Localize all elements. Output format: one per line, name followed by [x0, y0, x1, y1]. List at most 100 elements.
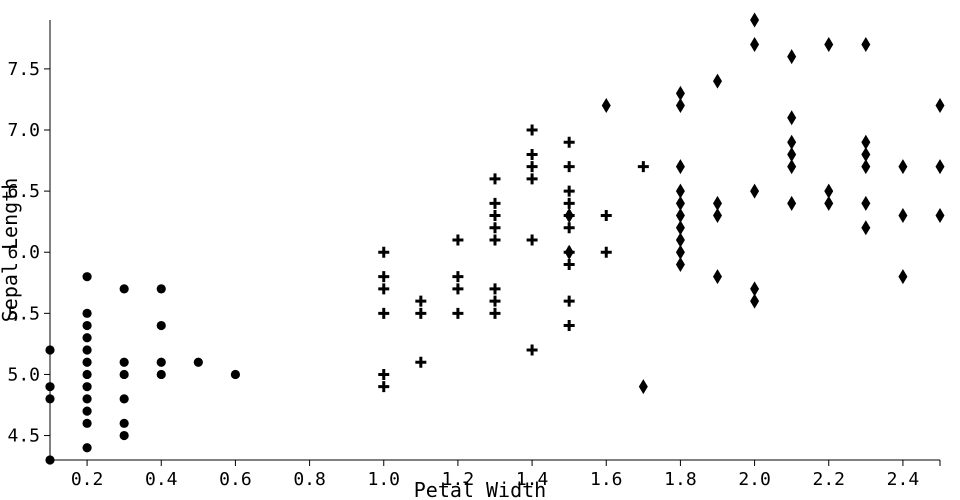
x-tick-label: 2.2	[812, 469, 845, 490]
circle-point	[119, 357, 129, 367]
diamond-point	[675, 195, 685, 211]
y-tick-label: 6.5	[7, 181, 40, 202]
plus-point	[637, 161, 649, 173]
y-tick-label: 5.5	[7, 303, 40, 324]
x-tick-label: 0.4	[145, 469, 178, 490]
circle-point	[119, 394, 129, 404]
diamond-point	[638, 379, 648, 395]
y-tick-label: 7.5	[7, 59, 40, 80]
diamond-point	[675, 208, 685, 224]
plus-point	[600, 246, 612, 258]
diamond-point	[861, 36, 871, 52]
circle-point	[119, 418, 129, 428]
plus-point	[489, 234, 501, 246]
plus-point	[526, 173, 538, 185]
circle-point	[156, 369, 166, 380]
circle-point	[82, 394, 92, 404]
plus-point	[563, 161, 575, 173]
circle-point	[156, 320, 166, 331]
plus-point	[415, 295, 427, 307]
plus-point	[563, 320, 575, 332]
diamond-point	[675, 232, 685, 248]
diamond-point	[750, 281, 760, 297]
diamond-point	[935, 98, 945, 114]
plus-point	[563, 258, 575, 270]
diamond-point	[787, 110, 797, 126]
diamond-point	[861, 134, 871, 150]
diamond-point	[898, 208, 908, 224]
plus-point	[526, 344, 538, 356]
circle-point	[82, 272, 92, 282]
diamond-point	[675, 159, 685, 175]
diamond-point	[713, 73, 722, 89]
y-tick-label: 4.5	[7, 426, 40, 447]
plus-point	[378, 307, 390, 319]
x-tick-label: 2.4	[887, 469, 920, 490]
diamond-point	[675, 256, 685, 272]
circle-point	[82, 308, 92, 318]
diamond-point	[861, 220, 871, 236]
x-tick-label: 1.2	[442, 469, 475, 490]
diamond-point	[787, 134, 797, 150]
circle-point	[82, 382, 92, 392]
x-tick-label: 0.6	[219, 469, 252, 490]
plus-point	[378, 283, 390, 295]
diamond-point	[824, 195, 834, 211]
plus-point	[452, 271, 464, 283]
circle-point	[82, 406, 92, 416]
plus-point	[526, 234, 538, 246]
circle-point	[82, 357, 92, 367]
circle-point	[45, 455, 55, 465]
plus-point	[378, 381, 390, 393]
diamond-point	[675, 183, 685, 199]
circle-point	[119, 284, 129, 294]
diamond-point	[861, 146, 871, 162]
plus-point	[489, 173, 501, 185]
plus-point	[489, 283, 501, 295]
circle-point	[156, 357, 166, 367]
plus-point	[563, 222, 575, 234]
x-tick-label: 0.8	[293, 469, 326, 490]
diamond-point	[675, 220, 685, 236]
y-tick-label: 6.0	[7, 242, 40, 263]
diamond-point	[750, 12, 760, 28]
diamond-point	[675, 85, 685, 101]
circle-point	[82, 320, 92, 331]
x-tick-label: 1.8	[664, 469, 697, 490]
diamond-point	[787, 195, 797, 211]
circle-point	[193, 357, 203, 367]
circle-point	[45, 345, 55, 355]
plus-point	[600, 210, 612, 222]
plus-point	[489, 197, 501, 209]
plus-point	[563, 295, 575, 307]
plus-point	[489, 307, 501, 319]
plus-point	[526, 161, 538, 173]
diamond-point	[713, 195, 722, 211]
y-tick-label: 5.0	[7, 364, 40, 385]
plus-point	[563, 136, 575, 148]
circle-point	[82, 369, 92, 380]
x-tick-label: 2.0	[738, 469, 771, 490]
x-tick-label: 0.2	[71, 469, 104, 490]
circle-point	[119, 430, 129, 441]
data-points	[45, 12, 945, 465]
y-tick-label: 7.0	[7, 120, 40, 141]
y-axis-title: Sepal Length	[0, 178, 22, 323]
plus-point	[526, 124, 538, 136]
circle-point	[82, 333, 92, 343]
axes: 0.2 0.4 0.6 0.8 1.0 1.2 1.4 1.6 1.8 2.0 2.2 2.4 4.5 5…	[7, 20, 941, 490]
plus-point	[378, 271, 390, 283]
plus-point	[489, 210, 501, 222]
diamond-point	[824, 36, 834, 52]
plus-point	[378, 246, 390, 258]
plus-point	[415, 307, 427, 319]
circle-point	[82, 418, 92, 428]
diamond-point	[935, 159, 945, 175]
diamond-point	[935, 208, 945, 224]
diamond-point	[750, 183, 760, 199]
plus-point	[452, 283, 464, 295]
diamond-point	[713, 269, 722, 285]
diamond-point	[675, 244, 685, 260]
plus-point	[415, 356, 427, 368]
